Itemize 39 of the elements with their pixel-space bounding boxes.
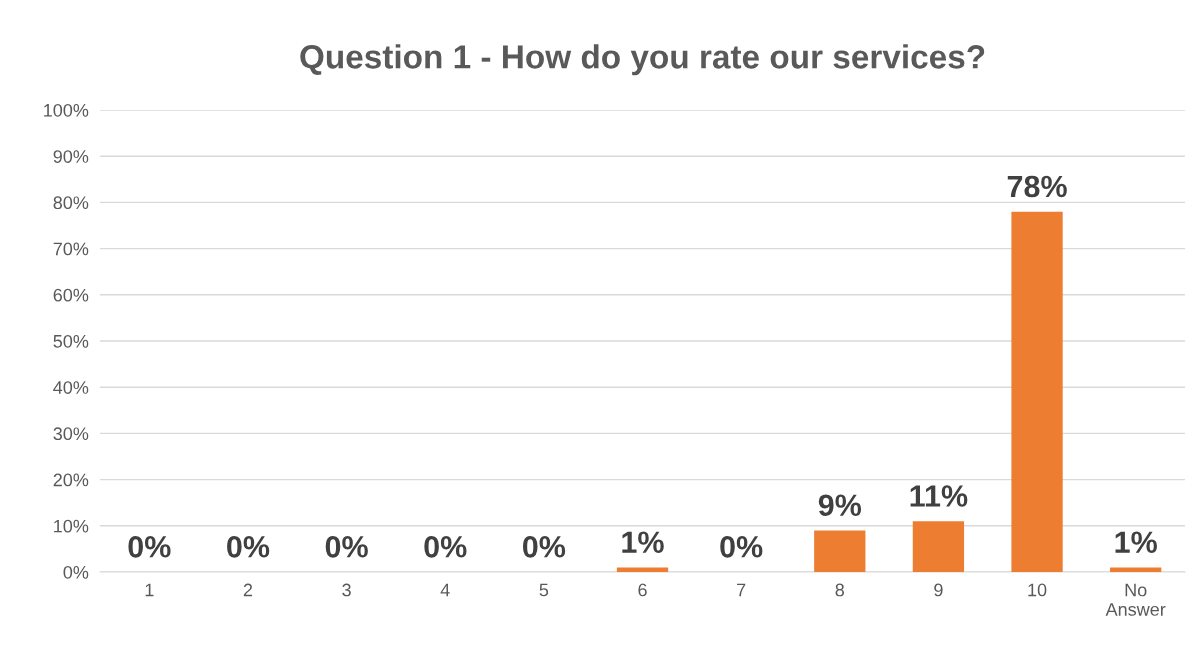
data-label: 11% — [910, 485, 968, 507]
bar — [616, 567, 669, 572]
y-tick-label: 20% — [53, 473, 89, 487]
y-tick-label: 90% — [53, 150, 89, 163]
y-tick-label: 70% — [53, 242, 89, 256]
x-tick-label: 4 — [440, 583, 450, 597]
y-tick-label: 30% — [53, 427, 89, 441]
bar — [912, 521, 965, 572]
y-tick-label: 40% — [53, 381, 89, 394]
x-tick-label: 9 — [934, 583, 943, 597]
bar — [1011, 211, 1063, 572]
y-tick-label: 60% — [53, 288, 89, 302]
data-label: 1% — [622, 531, 664, 553]
x-tick-label: 10 — [1028, 583, 1047, 597]
data-label: 1% — [1115, 531, 1157, 553]
x-tick-label: 1 — [145, 583, 154, 597]
data-label: 9% — [818, 494, 862, 517]
y-tick-label: 50% — [53, 334, 89, 348]
data-label: 0% — [424, 535, 467, 558]
bar — [814, 530, 866, 572]
y-tick-label: 0% — [63, 565, 89, 579]
data-label: 0% — [522, 535, 566, 558]
data-label: 0% — [325, 535, 368, 558]
x-tick-label: 2 — [243, 583, 253, 597]
x-tick-label: 6 — [638, 583, 647, 597]
y-tick-label: 10% — [54, 519, 89, 533]
data-label: 0% — [720, 535, 763, 558]
data-label: 78% — [1007, 175, 1067, 198]
data-label: 0% — [128, 535, 171, 558]
bar — [1110, 567, 1162, 572]
x-tick-label: 5 — [539, 583, 549, 597]
x-tick-label: 8 — [835, 583, 845, 597]
data-label: 0% — [227, 535, 270, 558]
x-tick-label: No Answer — [1105, 583, 1166, 616]
x-tick-label: 3 — [342, 583, 351, 597]
chart-title: Question 1 - How do you rate our services? — [300, 44, 985, 76]
x-tick-label: 7 — [737, 583, 746, 597]
y-tick-label: 80% — [53, 196, 89, 210]
y-tick-label: 100% — [44, 103, 89, 117]
